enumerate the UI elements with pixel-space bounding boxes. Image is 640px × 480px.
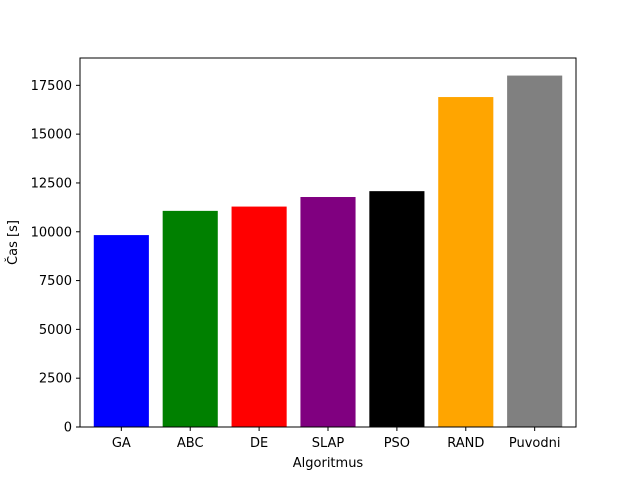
x-tick-label: GA bbox=[112, 436, 131, 451]
y-tick-label: 5000 bbox=[39, 323, 72, 338]
bar-pso bbox=[369, 191, 425, 427]
bar-puvodni bbox=[507, 75, 563, 428]
x-tick-label: ABC bbox=[177, 436, 204, 451]
bar-abc bbox=[162, 210, 218, 427]
plot-frame bbox=[79, 57, 577, 428]
x-tick-label: RAND bbox=[447, 436, 484, 451]
x-axis-label: Algoritmus bbox=[293, 456, 364, 471]
bar-ga bbox=[93, 235, 149, 427]
x-tick-label: PSO bbox=[384, 436, 410, 451]
y-axis-label: Čas [s] bbox=[5, 220, 21, 265]
y-tick-label: 12500 bbox=[31, 176, 72, 191]
y-tick-label: 7500 bbox=[39, 274, 72, 289]
bar-rand bbox=[438, 97, 494, 428]
y-tick-label: 10000 bbox=[31, 225, 72, 240]
x-axis-ticks: GA ABC DE SLAP PSO RAND Puvodni bbox=[112, 427, 561, 451]
y-tick-label: 0 bbox=[64, 421, 72, 436]
x-tick-label: SLAP bbox=[312, 436, 345, 451]
x-tick-label: Puvodni bbox=[509, 436, 561, 451]
bar-slap bbox=[300, 197, 356, 427]
y-tick-label: 17500 bbox=[31, 79, 72, 94]
y-axis-ticks: 0 2500 5000 7500 10000 12500 15000 17500 bbox=[31, 79, 80, 436]
bar-de bbox=[231, 206, 287, 427]
y-tick-label: 2500 bbox=[39, 372, 72, 387]
y-tick-label: 15000 bbox=[31, 128, 72, 143]
bars-group bbox=[93, 75, 563, 428]
x-tick-label: DE bbox=[250, 436, 268, 451]
